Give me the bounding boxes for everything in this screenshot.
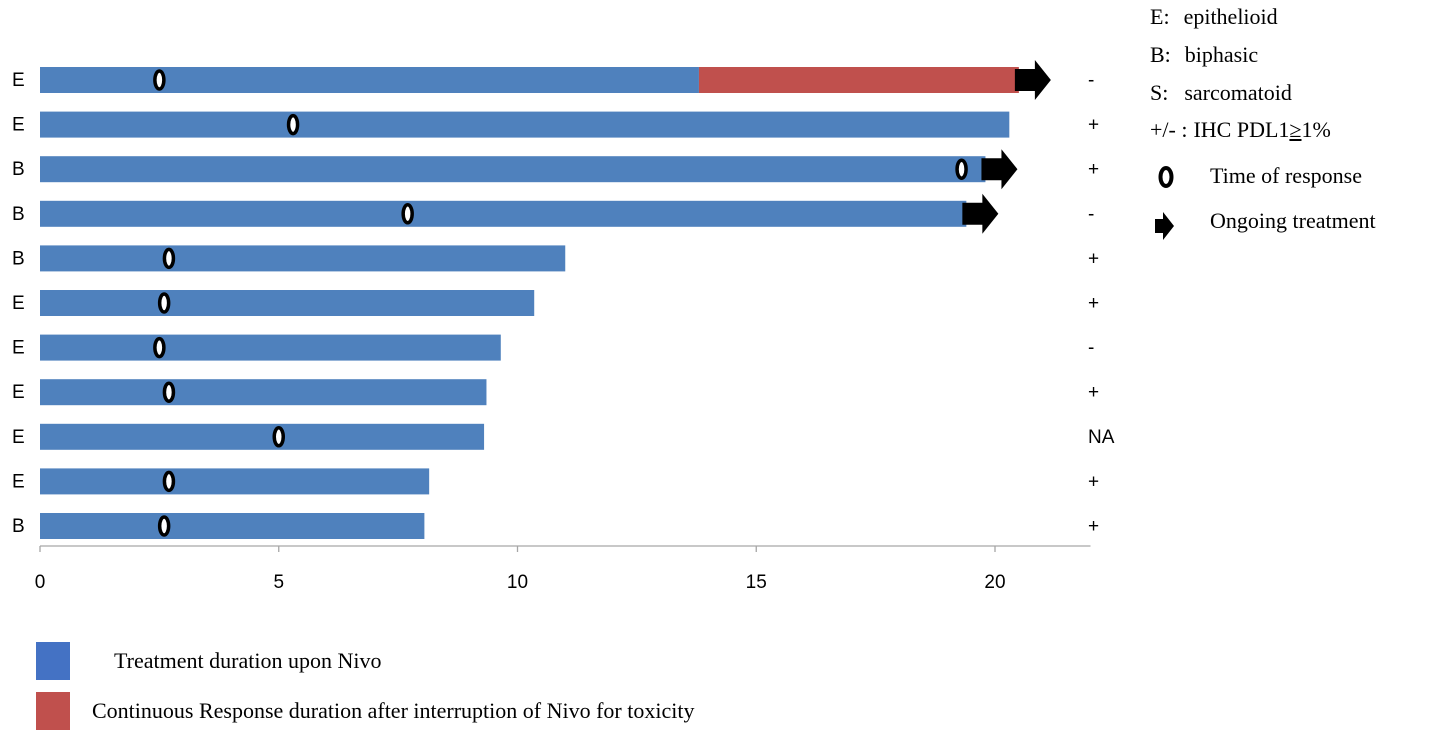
category-label: E <box>12 471 25 492</box>
bar-treatment <box>40 513 425 539</box>
x-tick-label: 10 <box>507 572 528 593</box>
x-axis: 0 5 10 15 20 <box>35 545 1091 593</box>
bar-toxicity <box>698 67 1019 93</box>
legend-key: E: <box>1150 4 1170 29</box>
response-legend-icon <box>1158 166 1174 188</box>
response-marker <box>955 158 968 180</box>
category-label: E <box>12 293 25 314</box>
pdl1-label: + <box>1088 471 1099 492</box>
bar-treatment <box>40 468 430 495</box>
bar-treatment <box>40 200 967 227</box>
response-marker <box>157 515 171 537</box>
ongoing-legend-icon <box>1155 212 1174 240</box>
legend-key: +/- : <box>1150 117 1188 142</box>
legend-item-b: B: biphasic <box>1150 42 1258 68</box>
toxicity-legend-label: Continuous Response duration after inter… <box>92 698 695 723</box>
category-label: B <box>12 159 25 180</box>
legend-text: biphasic <box>1184 42 1259 67</box>
response-marker <box>401 203 414 225</box>
pdl1-label: + <box>1088 382 1099 403</box>
legend-text: epithelioid <box>1183 4 1278 29</box>
response-marker <box>272 426 285 448</box>
markers-layer <box>153 60 1051 537</box>
category-label: E <box>12 427 25 448</box>
legend-text: IHC PDL1 <box>1193 117 1290 142</box>
legend-key: B: <box>1150 42 1171 67</box>
legend-text: sarcomatoid <box>1184 80 1292 105</box>
category-label: B <box>12 204 25 225</box>
x-tick-label: 0 <box>35 572 46 593</box>
toxicity-swatch <box>36 692 70 730</box>
x-tick-label: 20 <box>984 572 1005 593</box>
bar-treatment <box>40 290 535 316</box>
bar-treatment <box>40 379 487 406</box>
treatment-legend-label: Treatment duration upon Nivo <box>114 648 382 673</box>
pdl1-label: + <box>1088 293 1099 314</box>
bar-treatment <box>40 423 485 450</box>
ongoing-arrow <box>981 149 1018 190</box>
category-label: B <box>12 516 25 537</box>
legend-item-s: S: sarcomatoid <box>1150 80 1292 106</box>
labels-layer: E - E + B + B - B + E + E - E + E NA E + B + <box>12 70 1115 537</box>
legend-icons <box>1155 166 1174 240</box>
pdl1-label: + <box>1088 516 1099 537</box>
ongoing-arrow <box>962 193 999 234</box>
pdl1-label: NA <box>1088 427 1115 448</box>
pdl1-label: - <box>1088 204 1094 225</box>
pdl1-label: + <box>1088 159 1099 180</box>
response-marker <box>286 113 300 136</box>
bar-treatment <box>40 156 986 183</box>
category-label: E <box>12 115 25 136</box>
ongoing-arrow <box>1014 60 1051 100</box>
bars-layer <box>40 67 1019 539</box>
bar-treatment <box>40 245 566 272</box>
treatment-swatch <box>36 642 70 680</box>
bar-treatment <box>40 111 1010 138</box>
x-tick-label: 15 <box>746 572 767 593</box>
response-marker <box>162 381 176 403</box>
bar-treatment <box>40 334 501 361</box>
response-marker <box>153 336 166 359</box>
category-label: B <box>12 248 25 269</box>
category-label: E <box>12 338 25 359</box>
legend-key: S: <box>1150 80 1169 105</box>
x-tick-label: 5 <box>273 572 284 593</box>
category-label: E <box>12 382 25 403</box>
pdl1-label: - <box>1088 338 1094 359</box>
bar-treatment <box>40 67 699 93</box>
legend-item-e: E: epithelioid <box>1150 4 1278 30</box>
pdl1-label: + <box>1088 115 1099 136</box>
response-marker <box>153 69 166 91</box>
legend-ge: ≥ <box>1289 117 1302 142</box>
response-marker <box>162 470 176 493</box>
legend-item-pdl1: +/- : IHC PDL1≥1% <box>1150 117 1331 143</box>
legend-pct: 1% <box>1301 117 1331 142</box>
pdl1-label: - <box>1088 70 1094 91</box>
response-marker <box>157 292 171 314</box>
category-label: E <box>12 70 25 91</box>
response-marker <box>162 247 176 270</box>
legend-response-label: Time of response <box>1210 163 1362 188</box>
pdl1-label: + <box>1088 248 1099 269</box>
legend-ongoing-label: Ongoing treatment <box>1210 208 1376 233</box>
